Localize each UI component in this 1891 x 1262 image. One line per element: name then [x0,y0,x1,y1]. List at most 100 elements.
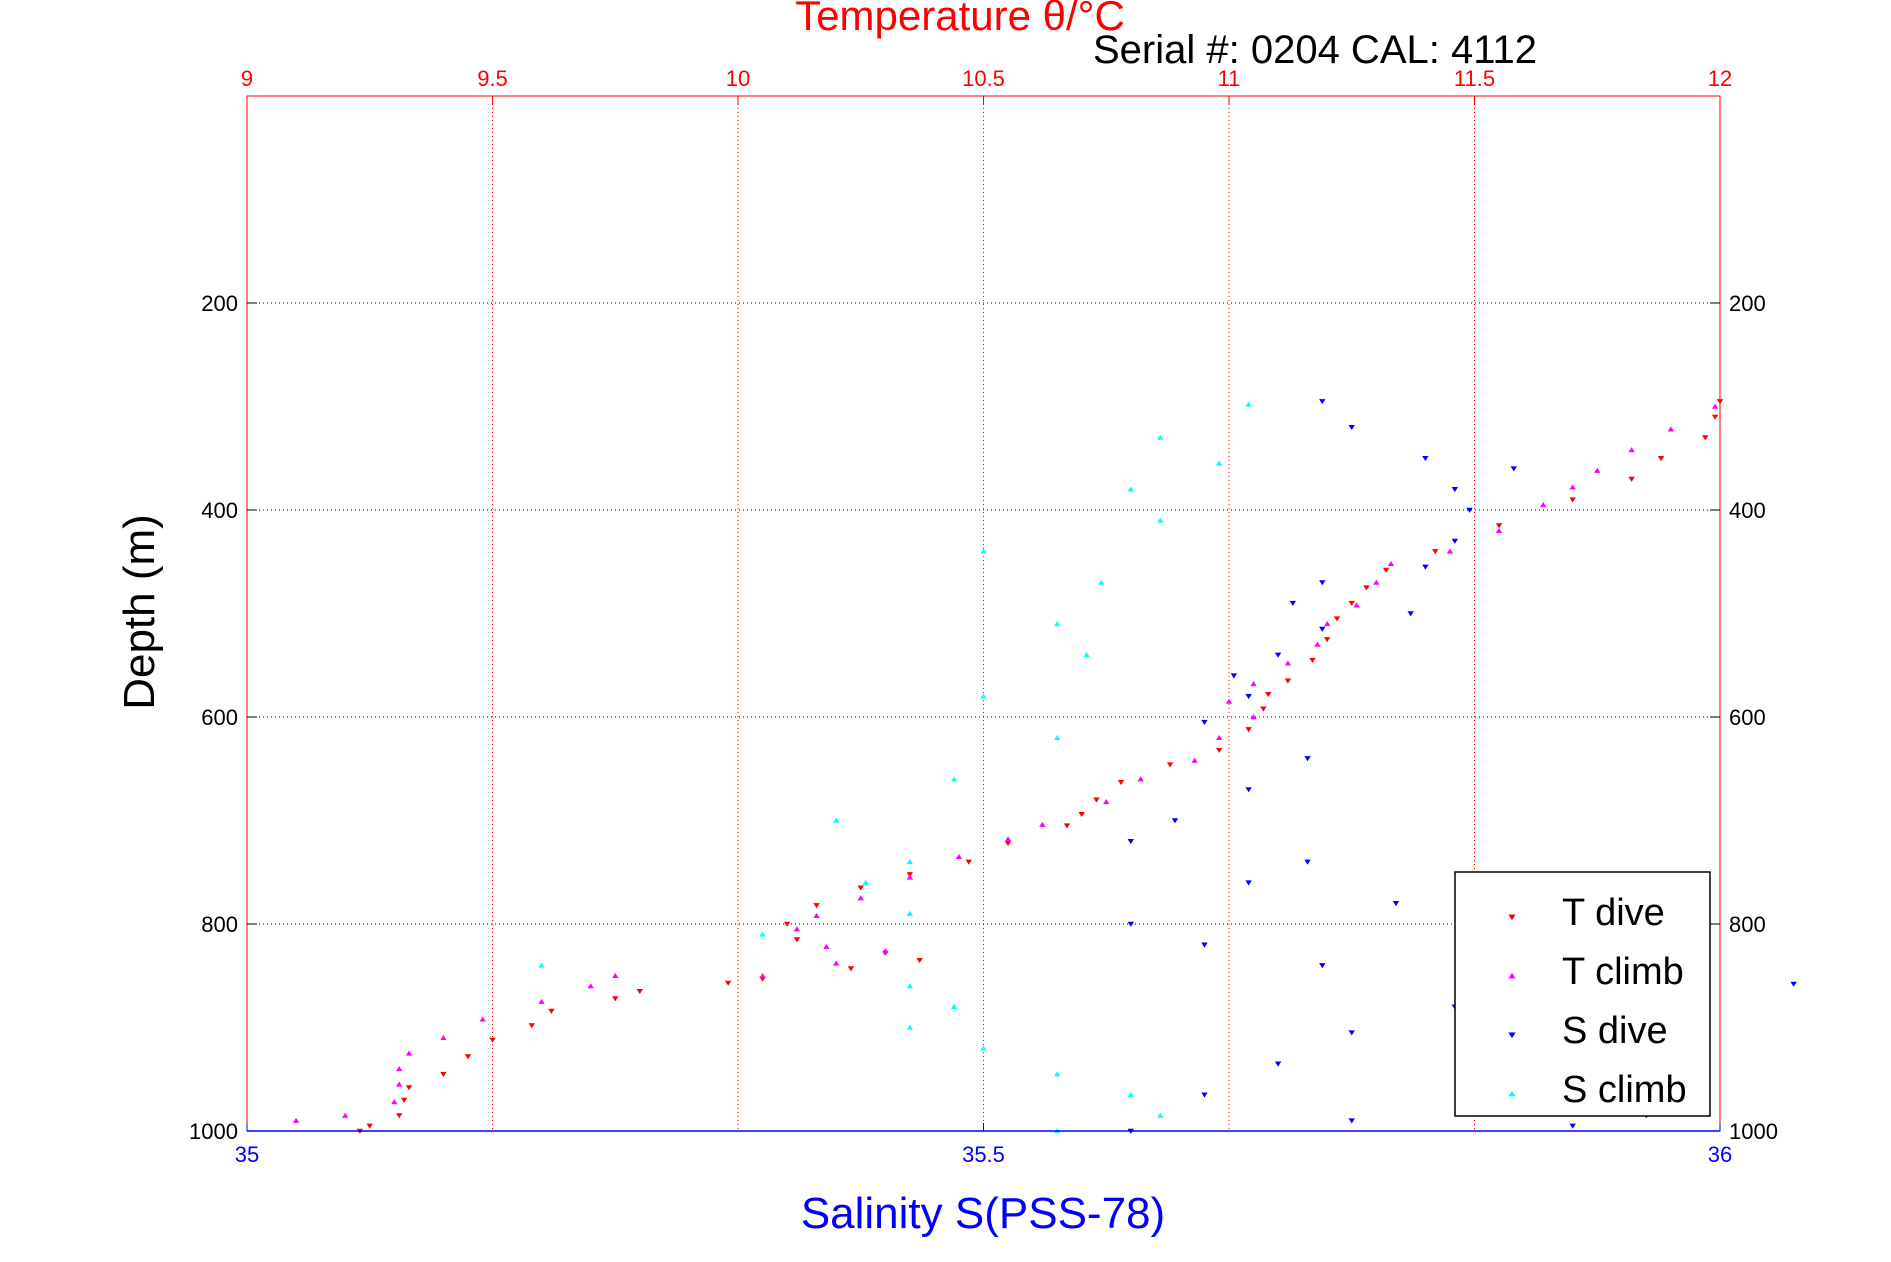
data-point [1716,399,1724,405]
data-point [612,972,619,978]
data-point [980,1045,987,1051]
data-point [1387,560,1395,567]
data-point [1157,1112,1164,1118]
data-point [783,921,791,927]
data-point [1451,538,1459,544]
data-point [813,912,820,918]
data-point [1245,401,1252,407]
data-point [587,983,594,989]
data-point [396,1066,403,1072]
data-point [1230,673,1238,679]
legend-marker [1508,1032,1516,1039]
data-point [980,548,987,554]
data-point [906,1024,914,1030]
data-point [1103,798,1110,805]
data-point [1495,527,1503,533]
legend-marker [1508,1090,1516,1097]
data-point [965,859,972,865]
data-point [1289,600,1297,607]
data-point [440,1071,447,1077]
legend-label-t-climb: T climb [1562,951,1684,993]
data-point [847,966,855,972]
data-point [916,957,923,964]
data-point [1319,580,1326,586]
depth-tick-label-left: 200 [201,291,238,316]
data-point [1053,1071,1061,1077]
data-point [1245,694,1252,700]
salinity-tick-label: 36 [1708,1142,1732,1167]
data-point [1373,579,1380,585]
data-point [950,1003,958,1010]
data-point [391,1099,398,1105]
data-point [1245,787,1252,793]
legend-label-s-dive: S dive [1562,1010,1668,1052]
salinity-tick-label: 35.5 [962,1142,1005,1167]
data-point [1569,497,1576,503]
data-point [1250,714,1257,720]
legend: T dive T climb S dive S climb [1454,871,1711,1117]
depth-tick-label-right: 600 [1729,705,1766,730]
legend-box [1454,871,1711,1117]
data-point [1004,836,1012,842]
data-point [724,980,732,986]
data-point [1422,564,1429,570]
data-point [1274,652,1282,658]
data-point [1711,403,1719,409]
data-point [906,910,914,916]
data-point [538,998,545,1004]
salinity-axis-label: Salinity S(PSS-78) [801,1189,1165,1238]
data-point [548,1008,555,1014]
serial-cal-label: Serial #: 0204 CAL: 4112 [1093,28,1537,72]
temperature-tick-label: 11.5 [1454,66,1495,91]
data-point [1157,434,1164,440]
data-point [1201,719,1208,726]
data-point [1201,1092,1208,1098]
data-point [479,1016,486,1022]
data-point [342,1112,349,1118]
data-point [1324,620,1331,627]
data-point [906,859,914,865]
depth-tick-label-left: 600 [201,705,238,730]
data-point [612,996,619,1002]
depth-axis-label: Depth (m) [115,514,164,710]
data-point [1215,734,1223,740]
data-point [1093,797,1100,803]
data-point [1363,585,1370,591]
tick-layer: 9 9.5 10 10.5 11 11.5 12 200 200 400 400 600 600 800 8… [189,66,1778,1167]
data-point [1628,447,1635,453]
data-point [1495,523,1503,529]
data-point [1407,611,1414,617]
data-point [1166,762,1174,768]
legend-label-t-dive: T dive [1562,892,1665,934]
data-point [1314,641,1321,647]
data-point [1260,706,1267,712]
data-point [1225,698,1233,704]
data-point [1191,757,1198,763]
data-point [1333,616,1341,622]
data-point [862,879,869,885]
depth-tick-label-right: 400 [1729,498,1766,523]
data-point [396,1113,403,1119]
depth-tick-label-left: 400 [201,498,238,523]
data-point [1790,981,1797,987]
data-point [1324,637,1331,643]
data-point [405,1085,413,1091]
data-point [1157,517,1164,523]
data-point [1304,756,1311,762]
legend-marker [1508,914,1516,921]
data-point [1392,901,1400,907]
grid-layer [247,96,1720,1131]
data-point [857,885,864,891]
data-point [1098,579,1105,585]
data-point [396,1081,403,1087]
depth-tick-label-right: 200 [1729,291,1766,316]
series-t-climb [292,403,1719,1123]
data-point [1039,821,1046,827]
data-point [1284,660,1292,666]
data-point [950,776,958,782]
data-point [1245,727,1252,733]
data-point [1127,1091,1134,1098]
data-point [1667,426,1675,432]
data-point [1004,841,1012,847]
data-point [1319,626,1326,632]
